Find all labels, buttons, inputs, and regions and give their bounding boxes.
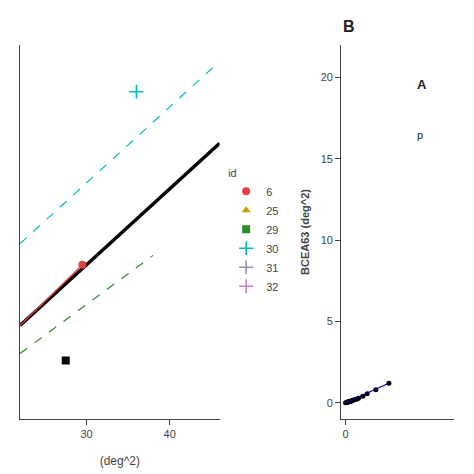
svg-text:20: 20: [321, 71, 333, 83]
svg-text:32: 32: [266, 281, 278, 293]
svg-text:5: 5: [327, 315, 333, 327]
svg-text:15: 15: [321, 153, 333, 165]
svg-text:B: B: [343, 18, 355, 35]
svg-text:0: 0: [342, 428, 348, 440]
svg-text:40: 40: [164, 428, 176, 440]
svg-text:0: 0: [327, 397, 333, 409]
svg-text:30: 30: [80, 428, 92, 440]
svg-text:29: 29: [266, 224, 278, 236]
svg-text:A: A: [417, 77, 427, 92]
svg-text:(deg^2): (deg^2): [100, 454, 140, 468]
svg-text:BCEA63 (deg^2): BCEA63 (deg^2): [299, 189, 311, 275]
svg-text:30: 30: [266, 243, 278, 255]
svg-text:6: 6: [266, 186, 272, 198]
svg-text:10: 10: [321, 234, 333, 246]
svg-text:p: p: [417, 129, 423, 141]
svg-text:25: 25: [266, 205, 278, 217]
svg-text:id: id: [228, 167, 237, 179]
svg-text:31: 31: [266, 262, 278, 274]
